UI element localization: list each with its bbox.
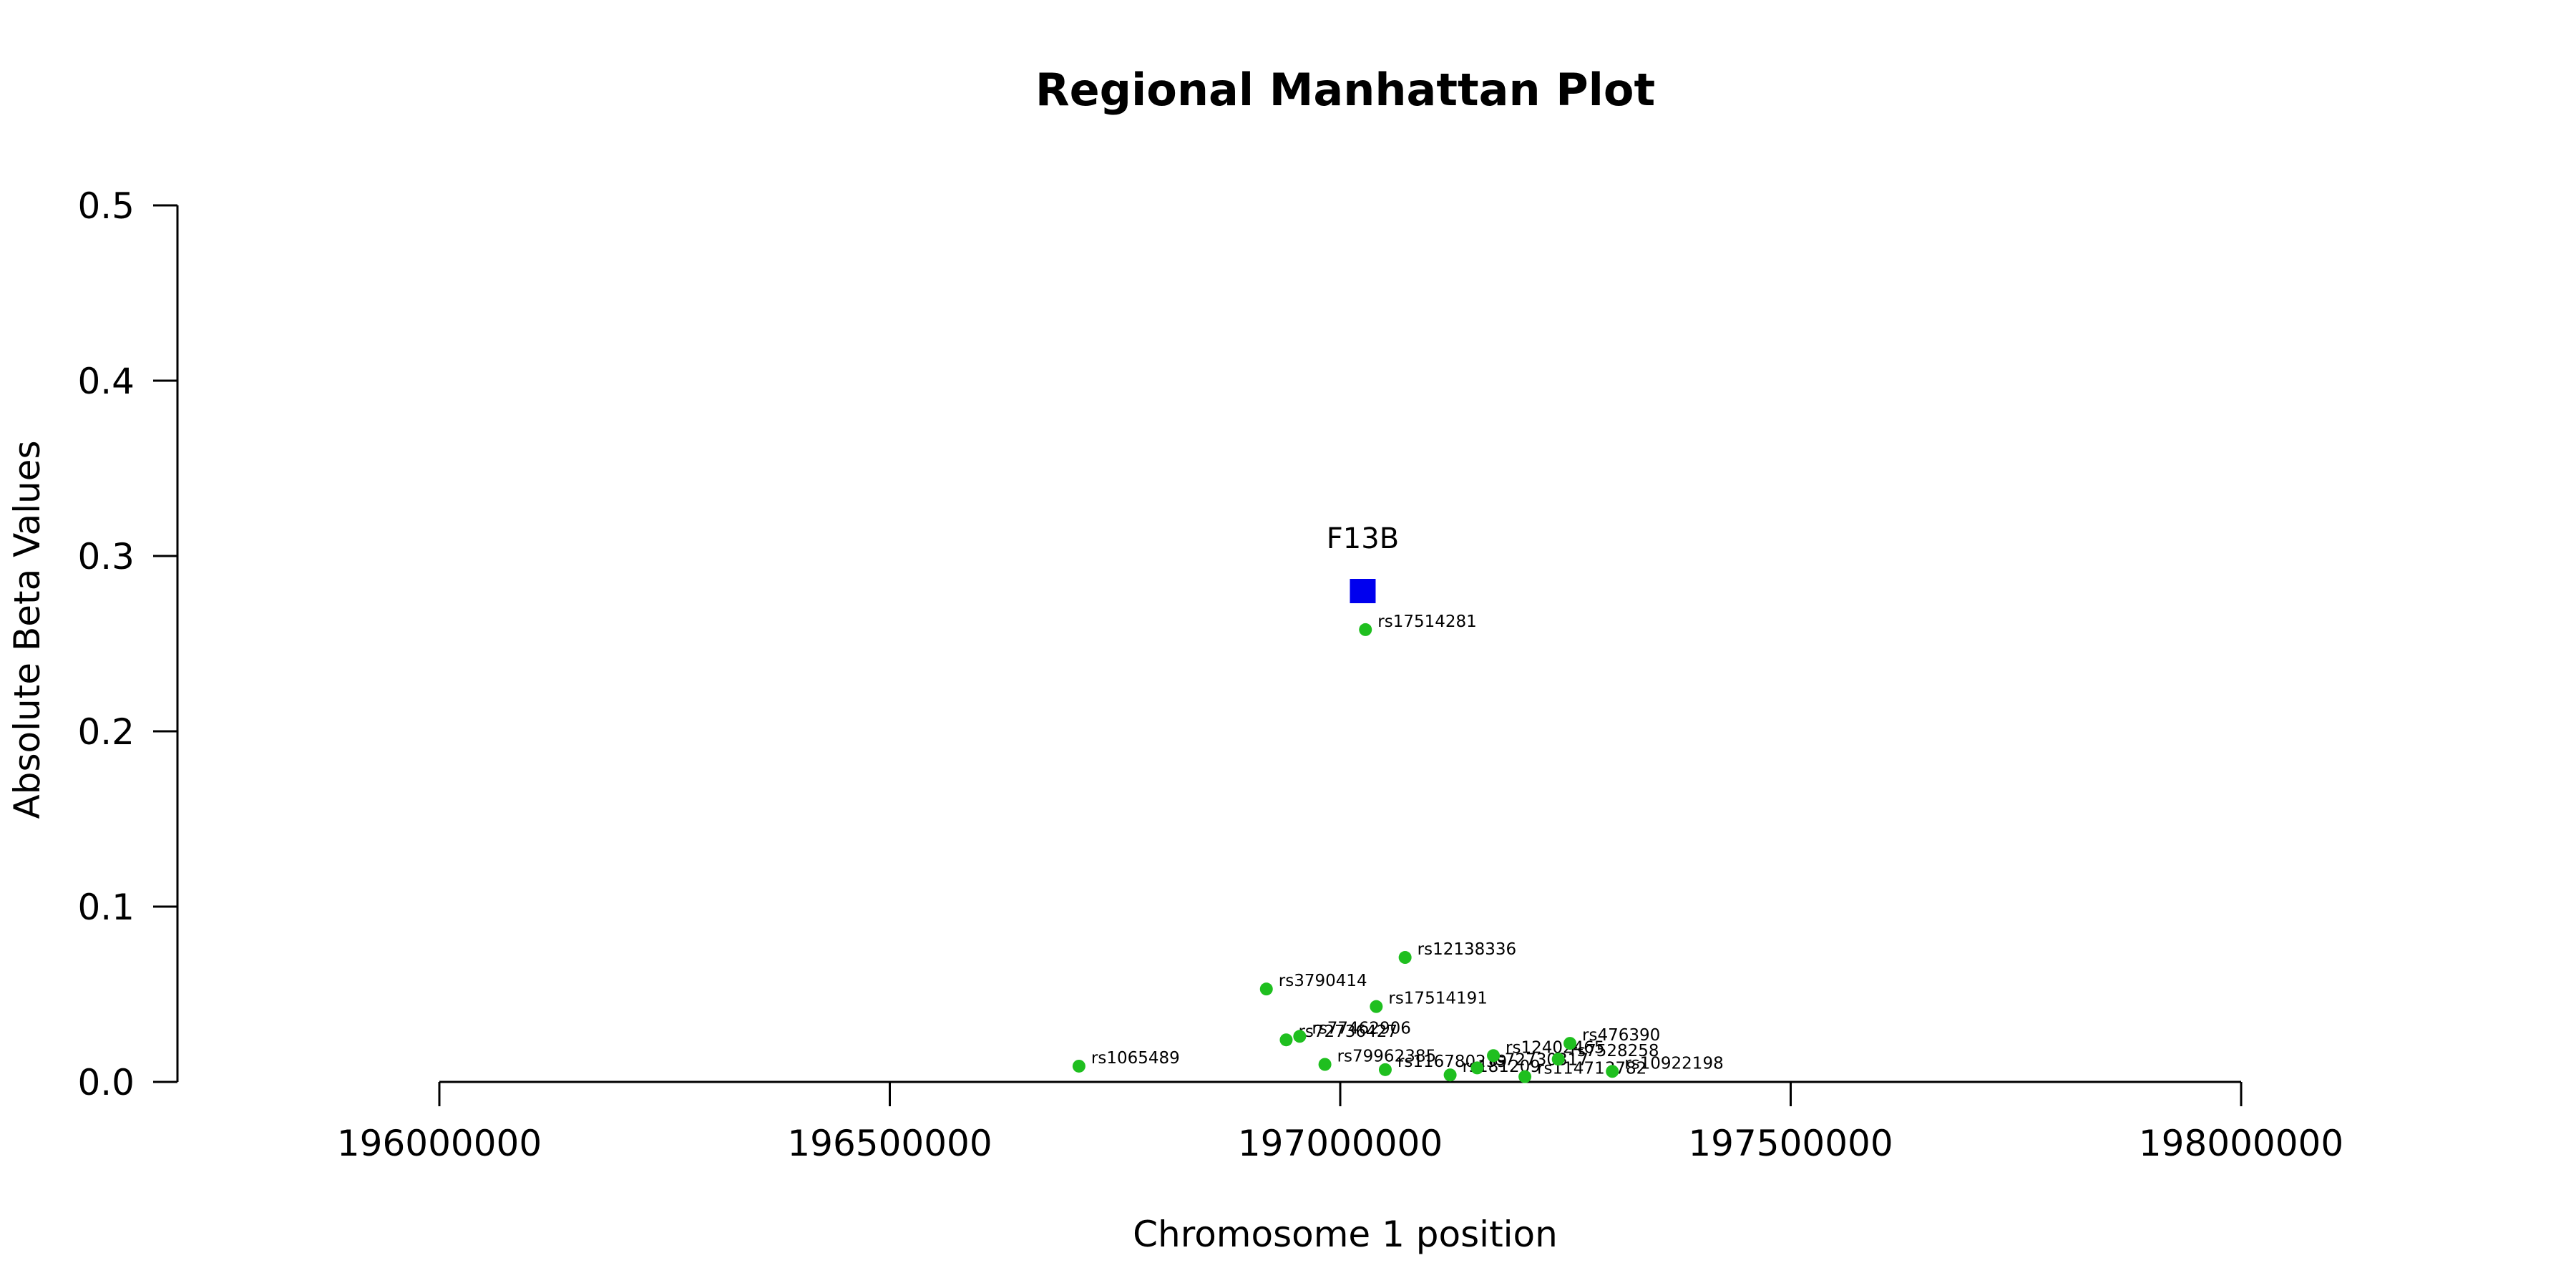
snp-label: rs72730317 xyxy=(1489,1050,1589,1069)
snp-point xyxy=(1370,1000,1383,1013)
snp-point xyxy=(1259,982,1273,996)
y-tick-label: 0.3 xyxy=(77,536,135,577)
snp-label: rs72736427 xyxy=(1298,1023,1397,1041)
x-ticks: 196000000 196500000 197000000 197500000 1980… xyxy=(337,1082,2343,1164)
gene-label: F13B xyxy=(1327,522,1399,555)
y-axis: 0.0 0.1 0.2 0.3 0.4 0.5 xyxy=(77,185,179,1103)
x-tick-label: 196500000 xyxy=(787,1123,992,1164)
y-tick-label: 0.1 xyxy=(77,887,135,928)
y-tick-label: 0.4 xyxy=(77,361,135,402)
snp-point xyxy=(1293,1030,1307,1043)
snp-point xyxy=(1318,1058,1332,1071)
snp-label: rs77462906 xyxy=(1312,1019,1411,1038)
snp-point xyxy=(1487,1049,1501,1063)
snp-point xyxy=(1443,1068,1457,1082)
y-tick-label: 0.0 xyxy=(77,1062,135,1103)
snp-label: rs476390 xyxy=(1582,1026,1660,1045)
gene-marker-group: F13B xyxy=(1327,522,1399,603)
snp-point xyxy=(1378,1063,1392,1076)
snp-point xyxy=(1563,1037,1577,1050)
x-tick-label: 197500000 xyxy=(1688,1123,1893,1164)
y-tick-label: 0.2 xyxy=(77,711,135,753)
snp-label: rs12138336 xyxy=(1418,940,1517,959)
x-tick-label: 196000000 xyxy=(337,1123,542,1164)
snp-point xyxy=(1398,951,1412,965)
snp-label: rs3790414 xyxy=(1279,972,1367,990)
snp-label: rs10922198 xyxy=(1624,1054,1724,1073)
y-axis-label: Absolute Beta Values xyxy=(6,441,48,819)
snp-label: rs7528258 xyxy=(1571,1042,1659,1060)
snp-point xyxy=(1072,1059,1085,1073)
snp-point xyxy=(1359,623,1372,636)
snp-label: rs79962385 xyxy=(1337,1048,1437,1066)
chart-title: Regional Manhattan Plot xyxy=(1035,64,1655,116)
x-tick-label: 197000000 xyxy=(1238,1123,1443,1164)
y-ticks: 0.0 0.1 0.2 0.3 0.4 0.5 xyxy=(77,185,177,1103)
snp-point xyxy=(1551,1053,1565,1066)
snp-label: rs1065489 xyxy=(1091,1049,1180,1068)
x-axis: 196000000 196500000 197000000 197500000 1980… xyxy=(337,1080,2343,1164)
snp-point xyxy=(1470,1061,1484,1075)
snp-label: rs17514191 xyxy=(1388,990,1488,1008)
x-axis-label: Chromosome 1 position xyxy=(1133,1214,1558,1255)
snp-point xyxy=(1279,1033,1293,1047)
y-tick-label: 0.5 xyxy=(77,185,135,227)
x-tick-label: 198000000 xyxy=(2139,1123,2343,1164)
snp-label: rs17514281 xyxy=(1377,613,1477,631)
snp-point xyxy=(1518,1070,1532,1083)
gene-marker xyxy=(1350,579,1376,603)
snp-point xyxy=(1606,1065,1619,1078)
